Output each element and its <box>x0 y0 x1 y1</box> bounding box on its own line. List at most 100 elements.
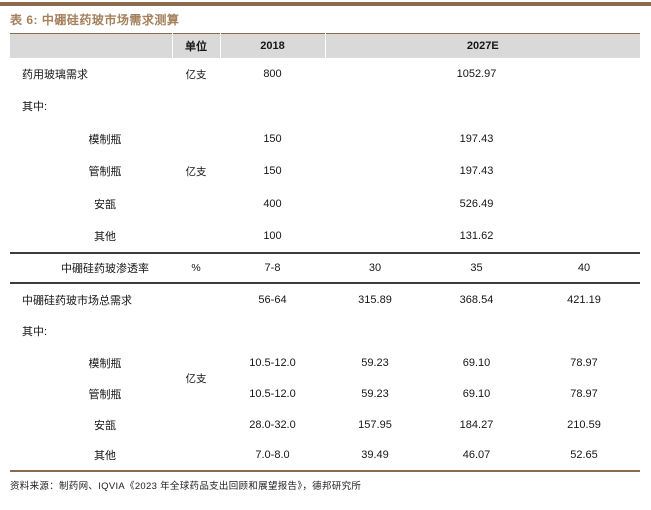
row-label: 管制瓶 <box>88 388 122 401</box>
table-row: 其中: <box>10 315 640 347</box>
row-unit: 亿支 <box>185 372 207 385</box>
table-row: 其他 100 131.62 <box>10 220 640 253</box>
value-35pct: 69.10 <box>462 356 491 369</box>
value-2018 <box>220 315 325 347</box>
value-40pct <box>528 220 640 253</box>
value-40pct: 78.97 <box>570 356 598 369</box>
header-2027e: 2027E <box>324 33 641 58</box>
table-row: 药用玻璃需求 亿支 800 1052.97 <box>10 58 640 90</box>
header-unit: 单位 <box>171 33 220 58</box>
row-label: 药用玻璃需求 <box>22 69 88 81</box>
table-row: 管制瓶 亿支 150 197.43 <box>10 155 640 187</box>
value-2018: 10.5-12.0 <box>249 356 296 369</box>
table-row: 其中: <box>10 90 640 122</box>
penetration-rate-row: 中硼硅药玻渗透率 % 7-8 30 35 40 <box>10 252 641 284</box>
value-2018: 400 <box>263 197 282 210</box>
header-empty <box>10 33 172 58</box>
table-row: 安瓿 400 526.49 <box>10 187 640 220</box>
value-30pct: 59.23 <box>361 387 389 400</box>
value-40pct: 40 <box>528 252 641 284</box>
value-30pct: 59.23 <box>361 356 389 369</box>
value-2018: 7.0-8.0 <box>220 440 325 472</box>
value-30pct: 315.89 <box>358 293 392 306</box>
table-title: 表 6: 中硼硅药玻市场需求测算 <box>10 13 180 27</box>
total-demand-row: 中硼硅药玻市场总需求 56-64 315.89 368.54 421.19 <box>10 283 640 315</box>
table-header-row: 单位 2018 2027E <box>10 33 641 58</box>
value-35pct <box>425 90 528 122</box>
value-2018: 28.0-32.0 <box>249 418 296 431</box>
value-35pct: 69.10 <box>462 387 491 400</box>
value-40pct: 52.65 <box>528 440 641 472</box>
row-label: 其中: <box>22 326 48 338</box>
value-2018: 56-64 <box>258 293 287 306</box>
row-unit <box>172 122 220 155</box>
value-40pct <box>528 187 640 220</box>
value-40pct: 78.97 <box>570 387 598 400</box>
value-30pct: 157.95 <box>358 418 392 431</box>
accent-top-bar <box>0 2 651 6</box>
value-30pct <box>325 90 425 122</box>
row-unit <box>172 220 220 253</box>
row-unit: % <box>172 252 220 284</box>
value-30pct <box>325 315 425 347</box>
value-2018: 150 <box>263 165 282 177</box>
value-35pct: 184.27 <box>459 418 494 431</box>
value-2018: 150 <box>263 132 282 145</box>
table-row: 其他 7.0-8.0 39.49 46.07 52.65 <box>10 440 641 472</box>
row-unit <box>172 409 220 440</box>
row-unit: 亿支 <box>185 165 207 178</box>
value-35pct: 1052.97 <box>456 68 497 80</box>
value-30pct <box>325 220 425 253</box>
row-unit <box>172 283 220 315</box>
value-35pct: 368.54 <box>459 293 494 306</box>
value-40pct: 210.59 <box>567 418 601 431</box>
value-35pct: 526.49 <box>459 197 494 210</box>
row-label: 模制瓶 <box>88 133 122 146</box>
value-40pct <box>528 315 640 347</box>
value-40pct <box>528 90 640 122</box>
row-label: 安瓿 <box>94 419 116 432</box>
source-note: 资料来源：制药网、IQVIA《2023 年全球药品支出回顾和展望报告》，德邦研究… <box>10 481 362 492</box>
value-30pct <box>325 122 425 155</box>
row-unit <box>172 187 220 220</box>
value-40pct <box>528 58 640 90</box>
row-unit <box>172 440 220 472</box>
row-label: 中硼硅药玻市场总需求 <box>22 294 132 307</box>
row-label: 模制瓶 <box>88 357 122 370</box>
demand-table: 单位 2018 2027E 药用玻璃需求 亿支 800 1052.97 其中: <box>10 33 641 472</box>
value-35pct: 46.07 <box>425 440 528 472</box>
value-35pct: 197.43 <box>459 132 494 145</box>
table-row: 安瓿 28.0-32.0 157.95 184.27 210.59 <box>10 409 640 440</box>
table-row: 模制瓶 150 197.43 <box>10 122 640 155</box>
row-label: 中硼硅药玻渗透率 <box>10 252 172 284</box>
header-2018: 2018 <box>219 33 325 58</box>
row-label: 管制瓶 <box>88 166 122 178</box>
value-40pct: 421.19 <box>567 293 601 306</box>
value-2018: 7-8 <box>220 252 325 284</box>
row-unit: 亿支 <box>185 68 207 81</box>
value-30pct <box>325 187 425 220</box>
value-2018: 100 <box>263 230 282 242</box>
value-35pct: 131.62 <box>459 230 494 242</box>
row-unit <box>172 90 220 122</box>
demand-table-wrapper: 单位 2018 2027E 药用玻璃需求 亿支 800 1052.97 其中: <box>10 33 641 472</box>
value-40pct <box>528 155 640 187</box>
value-35pct: 35 <box>425 252 528 284</box>
table-row: 模制瓶 亿支 10.5-12.0 59.23 69.10 78.97 <box>10 347 640 385</box>
value-30pct <box>325 58 425 90</box>
value-30pct: 39.49 <box>325 440 425 472</box>
row-label: 其他 <box>94 231 116 243</box>
row-label: 其中: <box>22 101 48 113</box>
value-2018: 800 <box>263 68 282 80</box>
value-35pct <box>425 315 528 347</box>
row-label: 安瓿 <box>94 198 116 211</box>
value-40pct <box>528 122 640 155</box>
row-label: 其他 <box>10 440 172 472</box>
value-35pct: 197.43 <box>459 165 494 177</box>
value-30pct: 30 <box>325 252 425 284</box>
row-unit <box>172 315 220 347</box>
table-row: 管制瓶 10.5-12.0 59.23 69.10 78.97 <box>10 378 640 409</box>
value-2018: 10.5-12.0 <box>249 387 296 400</box>
value-2018 <box>220 90 325 122</box>
